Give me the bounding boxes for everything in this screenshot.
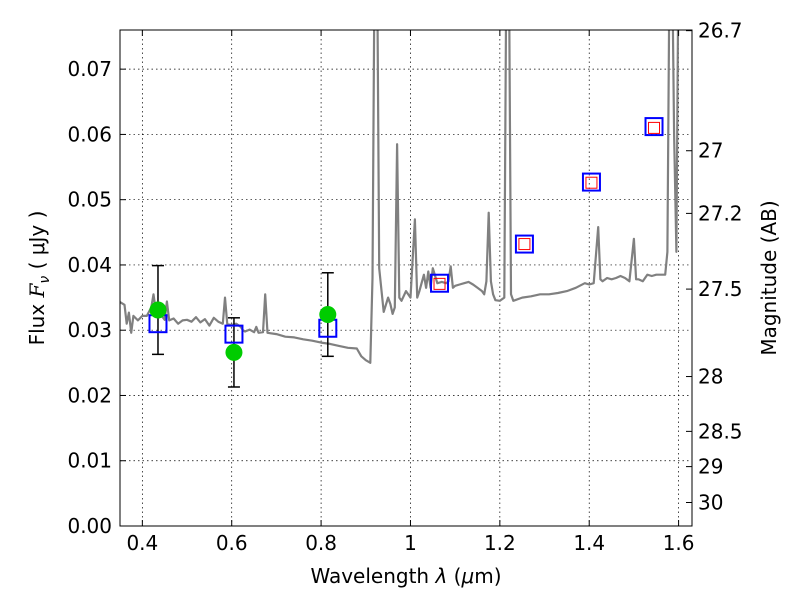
x-tick-label: 1.2 [484,531,516,555]
x-tick-label: 0.8 [305,531,337,555]
mag-tick-label: 27 [698,139,723,163]
model-photometry-square [581,172,601,192]
x-tick-label: 0.4 [126,531,158,555]
y-tick-label: 0.06 [67,122,112,146]
plot-background [120,30,692,526]
y-tick-label: 0.03 [67,318,112,342]
observed-point [319,306,337,324]
mag-tick-label: 27.5 [698,277,743,301]
filter-marker [518,238,531,251]
x-tick-label: 1.4 [573,531,605,555]
observed-point [149,301,167,319]
mag-tick-label: 28.5 [698,419,743,443]
y-tick-label: 0.04 [67,253,112,277]
model-photometry-square [514,234,534,254]
mag-tick-label: 29 [698,455,723,479]
model-photometry-square [224,324,244,344]
model-photometry-square [644,117,664,137]
model-photometry-square [430,273,450,293]
y-tick-label: 0.07 [67,57,112,81]
filter-marker [585,176,598,189]
axis-ticks: 0.4 0.6 0.8 1 1.2 1.4 1.6 0.00 0.01 0.02 0.03 0.04 0… [67,19,742,555]
observed-point [225,343,243,361]
x-tick-label: 1.6 [663,531,695,555]
plot-frame [119,29,693,527]
spectrum-line [120,30,680,364]
y-tick-label: 0.01 [67,449,112,473]
y-tick-label: 0.00 [67,514,112,538]
x-axis-title: Wavelength λ (μm) [310,564,501,588]
points-layer [148,117,664,388]
filter-marker [648,121,661,134]
x-tick-label: 1 [404,531,417,555]
y-tick-label: 0.02 [67,383,112,407]
right-axis-title: Magnitude (AB) [757,200,781,355]
y-tick-label: 0.05 [67,188,112,212]
mag-tick-label: 27.2 [698,201,743,225]
mag-tick-label: 30 [698,491,723,515]
filter-marker [433,277,446,290]
spectrum-layer [120,30,680,364]
mag-tick-label: 28 [698,365,723,389]
mag-tick-label: 26.7 [698,19,743,43]
x-tick-label: 0.6 [216,531,248,555]
y-axis-title: Flux Fν ( μJy ) [25,211,53,346]
